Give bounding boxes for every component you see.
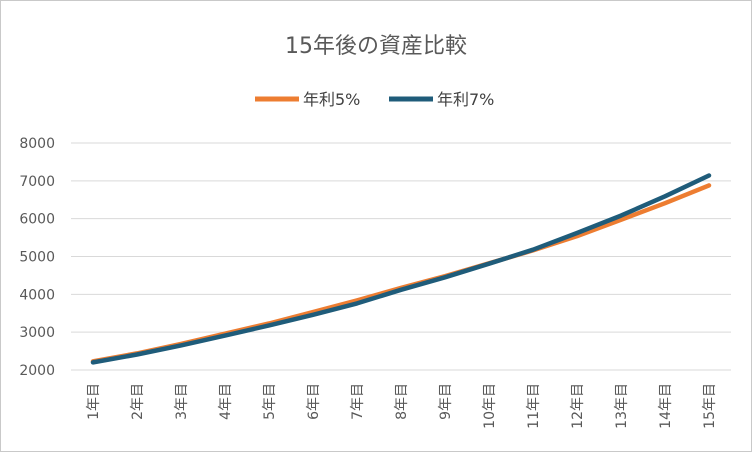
- x-tick-label: 8年目: [394, 383, 410, 420]
- y-tick-label: 3000: [19, 325, 55, 341]
- x-tick-label: 7年目: [350, 383, 366, 420]
- y-tick-label: 2000: [19, 363, 55, 379]
- gridlines: [71, 142, 731, 371]
- chart-title: 15年後の資産比較: [285, 34, 467, 59]
- series-line-1: [90, 183, 712, 364]
- legend-label: 年利5%: [303, 90, 360, 109]
- x-tick-label: 15年目: [702, 383, 718, 429]
- x-tick-label: 3年目: [174, 383, 190, 420]
- y-tick-label: 6000: [19, 212, 55, 228]
- x-tick-label: 4年目: [218, 383, 234, 420]
- x-tick-label: 13年目: [614, 383, 630, 429]
- y-tick-label: 4000: [19, 287, 55, 303]
- x-tick-label: 12年目: [570, 383, 586, 429]
- x-tick-label: 14年目: [658, 383, 674, 429]
- x-tick-label: 2年目: [130, 383, 146, 420]
- x-tick-label: 1年目: [86, 383, 102, 420]
- x-tick-label: 9年目: [438, 383, 454, 420]
- legend: 年利5% 年利7%: [255, 90, 494, 109]
- series-line-2: [90, 173, 712, 365]
- x-axis-labels: 1年目 2年目 3年目 4年目 5年目 6年目 7年目 8年目 9年目 10年目 11年目 12年目 1…: [86, 383, 718, 429]
- y-tick-label: 8000: [19, 136, 55, 152]
- y-tick-label: 7000: [19, 174, 55, 190]
- x-tick-label: 10年目: [482, 383, 498, 429]
- x-tick-label: 5年目: [262, 383, 278, 420]
- y-axis-labels: 2000 3000 4000 5000 6000 7000 8000: [19, 136, 55, 379]
- x-tick-label: 6年目: [306, 383, 322, 420]
- legend-label: 年利7%: [437, 90, 494, 109]
- series-lines: [90, 173, 712, 365]
- x-tick-label: 11年目: [526, 383, 542, 429]
- y-tick-label: 5000: [19, 250, 55, 266]
